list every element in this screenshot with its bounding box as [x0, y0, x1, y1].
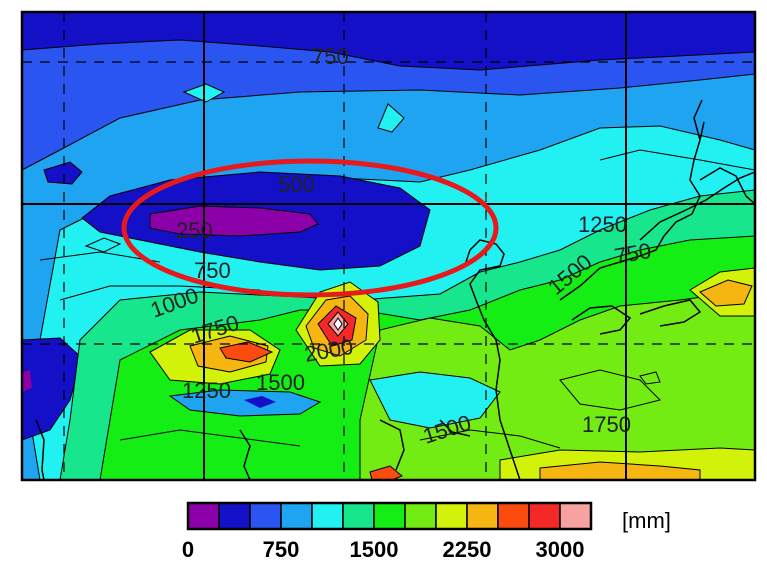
colorbar-tick-label: 3000 [536, 537, 585, 562]
colorbar-swatch [466, 502, 499, 530]
cyan-south-belt [369, 371, 501, 429]
colorbar-border [186, 501, 593, 531]
colorbar-swatch [528, 502, 561, 530]
highlight-ellipse [121, 158, 499, 298]
contour-label: 750 [312, 44, 349, 69]
colorbar-swatch [497, 502, 530, 530]
colorbar-swatch [373, 502, 406, 530]
colorbar-swatch [187, 502, 220, 530]
red-spot-south [369, 465, 403, 480]
contour-label: 1500 [256, 370, 305, 395]
map-frame [20, 10, 757, 482]
map-major-gridlines [22, 12, 755, 480]
dark-blue-south-spot [244, 396, 276, 408]
colorbar: 0 750 1500 2250 3000 [182, 501, 593, 562]
colorbar-tick-label: 750 [263, 537, 300, 562]
contour-label: 1750 [582, 412, 631, 437]
cyan-spot-west [84, 237, 122, 253]
contour-label: 750 [194, 258, 231, 283]
white-peak-central [333, 317, 343, 331]
contour-label: 250 [176, 218, 213, 243]
contour-label: 1250 [182, 378, 231, 403]
colorbar-tick-label: 1500 [350, 537, 399, 562]
orange-cell-east [699, 279, 753, 307]
colorbar-swatch [404, 502, 437, 530]
coastlines [35, 99, 755, 480]
blue-south-belt [168, 389, 322, 417]
cyan-spot-north-2 [377, 103, 405, 133]
purple-spot-west [22, 370, 32, 392]
map-panel: 750 500 250 750 1000 1750 2000 1250 1500… [22, 12, 755, 480]
colorbar-swatch [311, 502, 344, 530]
colorbar-swatch [342, 502, 375, 530]
dark-blue-region-west [22, 337, 83, 441]
contour-label: 500 [278, 172, 315, 197]
orange-band-south [539, 461, 701, 480]
colorbar-tick-label: 2250 [443, 537, 492, 562]
dark-blue-spot-nw [43, 161, 83, 185]
colorbar-swatch [249, 502, 282, 530]
colorbar-tick-label: 0 [182, 537, 194, 562]
colorbar-swatch [280, 502, 313, 530]
red-cell-west [219, 341, 274, 363]
colorbar-swatch [218, 502, 251, 530]
purple-minimum-core [149, 205, 319, 237]
dark-blue-region-north [22, 12, 755, 71]
colorbar-unit-label: [mm] [622, 508, 671, 533]
colorbar-swatch [435, 502, 468, 530]
contour-label: 1250 [578, 212, 627, 237]
colorbar-swatch [559, 502, 592, 530]
